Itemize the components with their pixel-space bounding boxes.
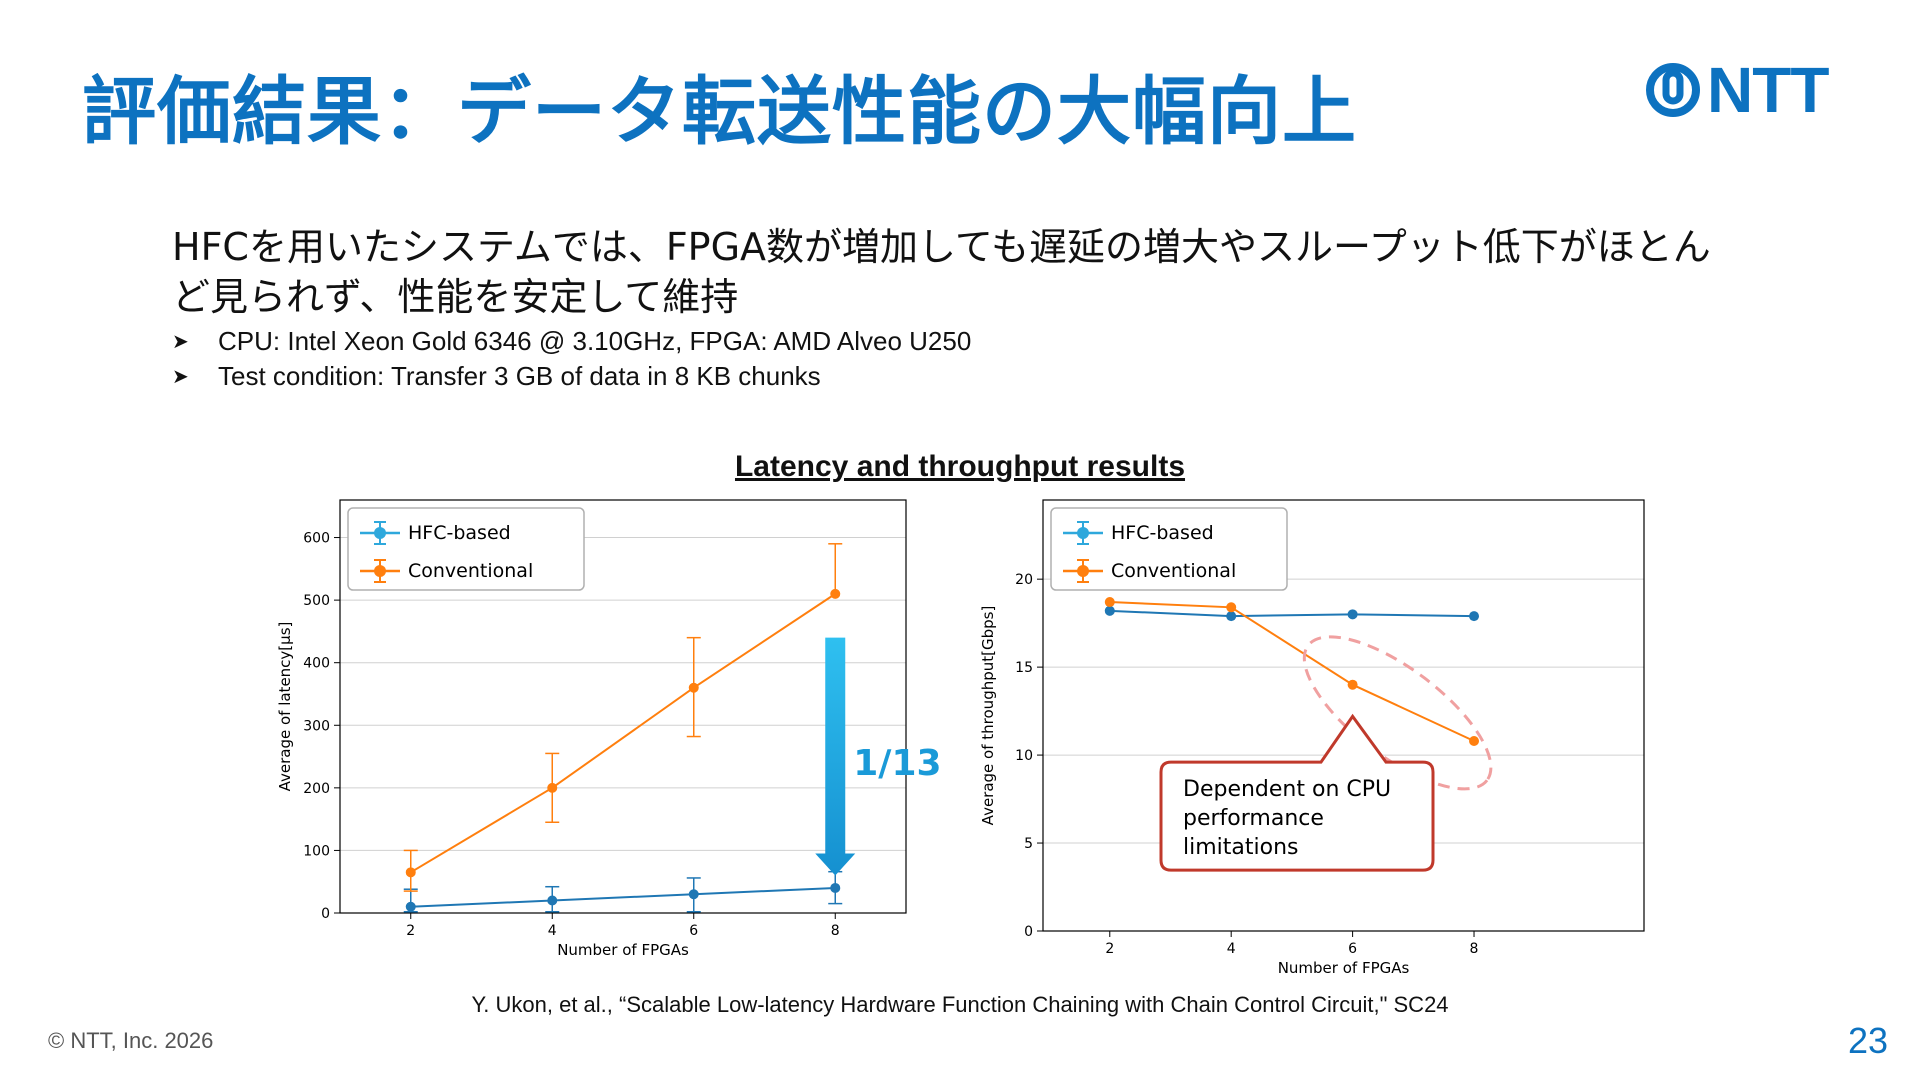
data-point: [830, 588, 841, 599]
chart-2: 0 5 10 15 20 2 4 6 8 Number of FPGAs Average of th…: [979, 499, 1645, 977]
data-point: [1104, 597, 1115, 608]
x-tick-label: 8: [831, 923, 840, 939]
reduction-label: 1/13: [853, 743, 941, 784]
legend-label: Conventional: [408, 560, 533, 582]
legend: HFC-based Conventional: [1050, 507, 1288, 591]
copyright: © NTT, Inc. 2026: [48, 1028, 214, 1053]
x-tick-label: 6: [1348, 941, 1357, 957]
y-tick-label: 0: [321, 906, 330, 922]
y-axis-label: Average of throughput[Gbps]: [979, 606, 997, 826]
x-tick-label: 4: [1227, 941, 1236, 957]
chart-section-title: Latency and throughput results: [734, 450, 1186, 483]
series-line-conventional: [410, 593, 836, 874]
x-tick-label: 8: [1470, 941, 1479, 957]
legend-box: [1050, 507, 1288, 591]
bullet-list: ➤ CPU: Intel Xeon Gold 6346 @ 3.10GHz, F…: [172, 324, 971, 394]
y-tick-label: 15: [1015, 660, 1033, 676]
legend-label: HFC-based: [1111, 522, 1214, 544]
x-tick-label: 2: [406, 923, 415, 939]
y-tick-label: 500: [303, 593, 330, 609]
x-tick-label: 6: [689, 923, 698, 939]
series-line-hfc: [1109, 609, 1475, 618]
y-tick-label: 300: [303, 718, 330, 734]
x-tick-label: 2: [1105, 941, 1114, 957]
y-tick-label: 400: [303, 656, 330, 672]
citation: Y. Ukon, et al., “Scalable Low-latency H…: [471, 992, 1449, 1017]
data-point: [1226, 611, 1237, 622]
legend-marker: [1077, 565, 1089, 577]
legend: HFC-based Conventional: [347, 507, 585, 591]
x-axis-label: Number of FPGAs: [1278, 959, 1410, 977]
data-point: [1104, 605, 1115, 616]
x-tick-label: 4: [548, 923, 557, 939]
bullet-text: CPU: Intel Xeon Gold 6346 @ 3.10GHz, FPG…: [218, 326, 972, 356]
x-axis-label: Number of FPGAs: [557, 941, 689, 959]
series-line-conventional: [1109, 601, 1475, 742]
callout-text: performance: [1183, 806, 1324, 831]
callout-box: [1159, 713, 1435, 872]
data-point: [688, 889, 699, 900]
bullet-arrow-icon: ➤: [172, 366, 189, 388]
bullet-item: ➤ CPU: Intel Xeon Gold 6346 @ 3.10GHz, F…: [172, 324, 971, 359]
y-tick-label: 10: [1015, 748, 1033, 764]
callout-text: limitations: [1183, 835, 1298, 860]
legend-marker: [374, 565, 386, 577]
legend-label: Conventional: [1111, 560, 1236, 582]
data-point: [1347, 679, 1358, 690]
slide-title: 評価結果：データ転送性能の大幅向上: [82, 69, 1357, 155]
y-tick-label: 200: [303, 781, 330, 797]
reduction-arrow-icon: [815, 637, 856, 876]
data-point: [547, 895, 558, 906]
data-point: [830, 882, 841, 893]
data-point: [1469, 611, 1480, 622]
y-tick-label: 600: [303, 531, 330, 547]
ntt-logo: NTT: [1645, 54, 1829, 126]
data-point: [405, 867, 416, 878]
data-point: [547, 782, 558, 793]
bullet-text: Test condition: Transfer 3 GB of data in…: [218, 361, 821, 391]
y-tick-label: 0: [1024, 924, 1033, 940]
series-line-hfc: [410, 886, 836, 908]
lead-text: HFCを用いたシステムでは、FPGA数が増加しても遅延の増大やスループット低下が…: [172, 225, 1711, 319]
bullet-item: ➤ Test condition: Transfer 3 GB of data …: [172, 359, 971, 394]
y-tick-label: 100: [303, 843, 330, 859]
plot-frame: [339, 499, 907, 914]
plot-frame: [1042, 499, 1645, 932]
data-point: [1469, 736, 1480, 747]
data-point: [1347, 609, 1358, 620]
y-axis-label: Average of latency[μs]: [276, 622, 294, 792]
y-tick-label: 20: [1015, 572, 1033, 588]
legend-marker: [1077, 527, 1089, 539]
data-point: [405, 901, 416, 912]
ntt-logo-text: NTT: [1707, 54, 1829, 126]
chart-1: 0 100 200 300 400 500 600 2 4 6 8 Number of FPGAs Av…: [276, 499, 942, 959]
bullet-arrow-icon: ➤: [172, 331, 189, 353]
page-number: 23: [1847, 1020, 1888, 1061]
data-point: [688, 682, 699, 693]
data-point: [1226, 602, 1237, 613]
legend-label: HFC-based: [408, 522, 511, 544]
y-tick-label: 5: [1024, 836, 1033, 852]
callout-text: Dependent on CPU: [1183, 777, 1391, 802]
legend-box: [347, 507, 585, 591]
ntt-logo-icon: [1646, 63, 1700, 117]
legend-marker: [374, 527, 386, 539]
